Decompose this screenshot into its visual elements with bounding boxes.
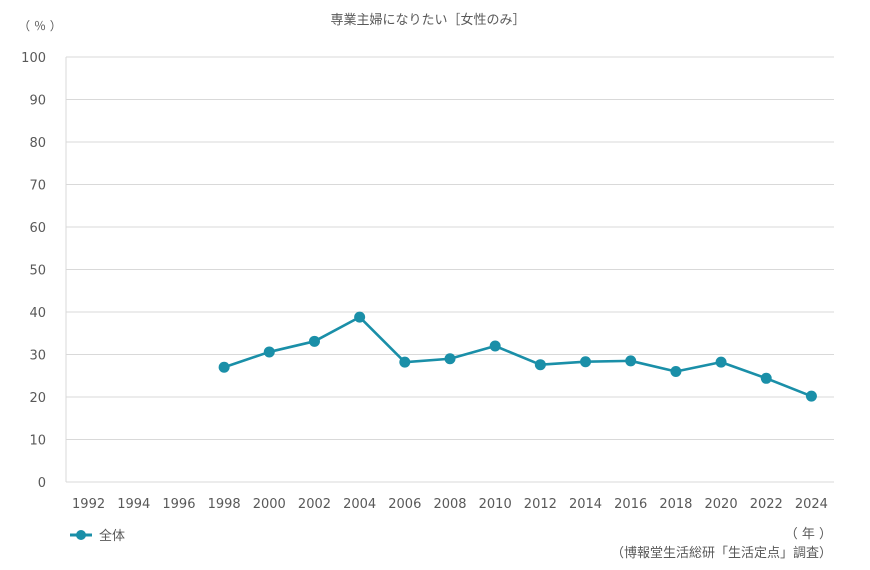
legend-marker-overall [76,530,86,540]
data-point [489,340,501,352]
y-tick-label: 80 [29,136,46,151]
y-tick-label: 90 [29,94,46,109]
chart-title: 専業主婦になりたい［女性のみ］ [330,12,525,28]
x-tick-label: 2018 [659,497,692,512]
source-note: （博報堂生活総研「生活定点」調査） [611,546,832,561]
data-point [444,353,456,365]
series-line-overall [223,315,812,398]
x-tick-label: 2024 [795,497,828,512]
y-tick-label: 70 [29,179,46,194]
x-tick-label: 2008 [433,497,466,512]
x-tick-label: 1992 [72,497,105,512]
data-point [715,356,727,368]
series-group [218,311,817,402]
data-point [218,361,230,373]
data-point [263,346,275,358]
x-tick-label: 2022 [750,497,783,512]
x-tick-label: 2000 [253,497,286,512]
y-tick-label: 30 [29,349,46,364]
data-point [760,372,772,384]
x-tick-label: 2014 [569,497,602,512]
y-tick-label: 50 [29,264,46,279]
x-axis-ticks: 1992 1994 1996 1998 2000 2002 2004 2006 2008 2010… [72,497,828,512]
data-point [308,335,320,347]
x-tick-label: 2016 [614,497,647,512]
x-tick-label: 2006 [388,497,421,512]
x-tick-label: 2020 [705,497,738,512]
y-axis-unit: （ ％ ） [18,19,62,33]
x-tick-label: 2004 [343,497,376,512]
legend: 全体 [70,528,125,544]
x-tick-label: 2002 [298,497,331,512]
data-point [534,359,546,371]
data-point [670,366,682,377]
x-axis-unit: （ 年 ） [785,527,832,542]
x-tick-label: 2010 [479,497,512,512]
x-tick-label: 2012 [524,497,557,512]
y-tick-label: 100 [21,51,46,66]
data-point [399,356,411,368]
y-tick-label: 10 [29,434,46,449]
y-axis-ticks: 0 10 20 30 40 50 60 70 80 90 100 [21,51,46,491]
y-tick-label: 0 [38,476,46,491]
data-point [805,390,817,402]
legend-label-overall: 全体 [99,528,125,544]
data-point [625,355,637,367]
data-point [354,311,366,323]
gridlines [65,56,834,483]
y-tick-label: 60 [29,221,46,236]
x-tick-label: 1996 [162,497,195,512]
y-tick-label: 40 [29,306,46,321]
x-tick-label: 1998 [208,497,241,512]
x-tick-label: 1994 [117,497,150,512]
y-tick-label: 20 [29,391,46,406]
data-point [580,356,592,368]
